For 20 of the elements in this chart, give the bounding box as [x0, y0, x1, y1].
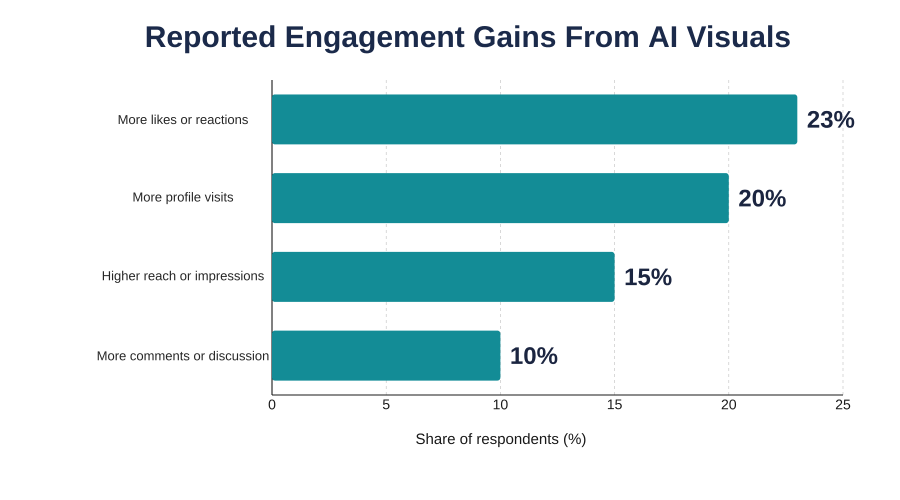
y-tick-label: More profile visits [134, 192, 234, 204]
x-tick-label: 20 [722, 400, 736, 410]
bar [272, 252, 615, 302]
x-tick-label: 0 [268, 400, 276, 410]
x-tick-label: 15 [608, 400, 622, 410]
y-tick-label: Higher reach or impressions [102, 270, 264, 283]
x-tick-label: 5 [382, 400, 390, 410]
data-label: 23% [808, 110, 854, 128]
bar [272, 94, 798, 144]
y-tick-label: More likes or reactions [118, 114, 248, 124]
x-axis-title: Share of respondents (%) [416, 433, 586, 448]
data-label: 15% [626, 268, 672, 286]
x-tick-label: 25 [836, 400, 850, 410]
bar [272, 173, 729, 224]
bar [272, 330, 500, 381]
data-label: 20% [739, 190, 786, 207]
data-label: 10% [511, 347, 558, 364]
y-tick-label: More comments or discussion [98, 350, 268, 360]
x-tick-label: 10 [494, 400, 508, 410]
chart-title: Reported Engagement Gains From AI Visuals [146, 25, 790, 54]
